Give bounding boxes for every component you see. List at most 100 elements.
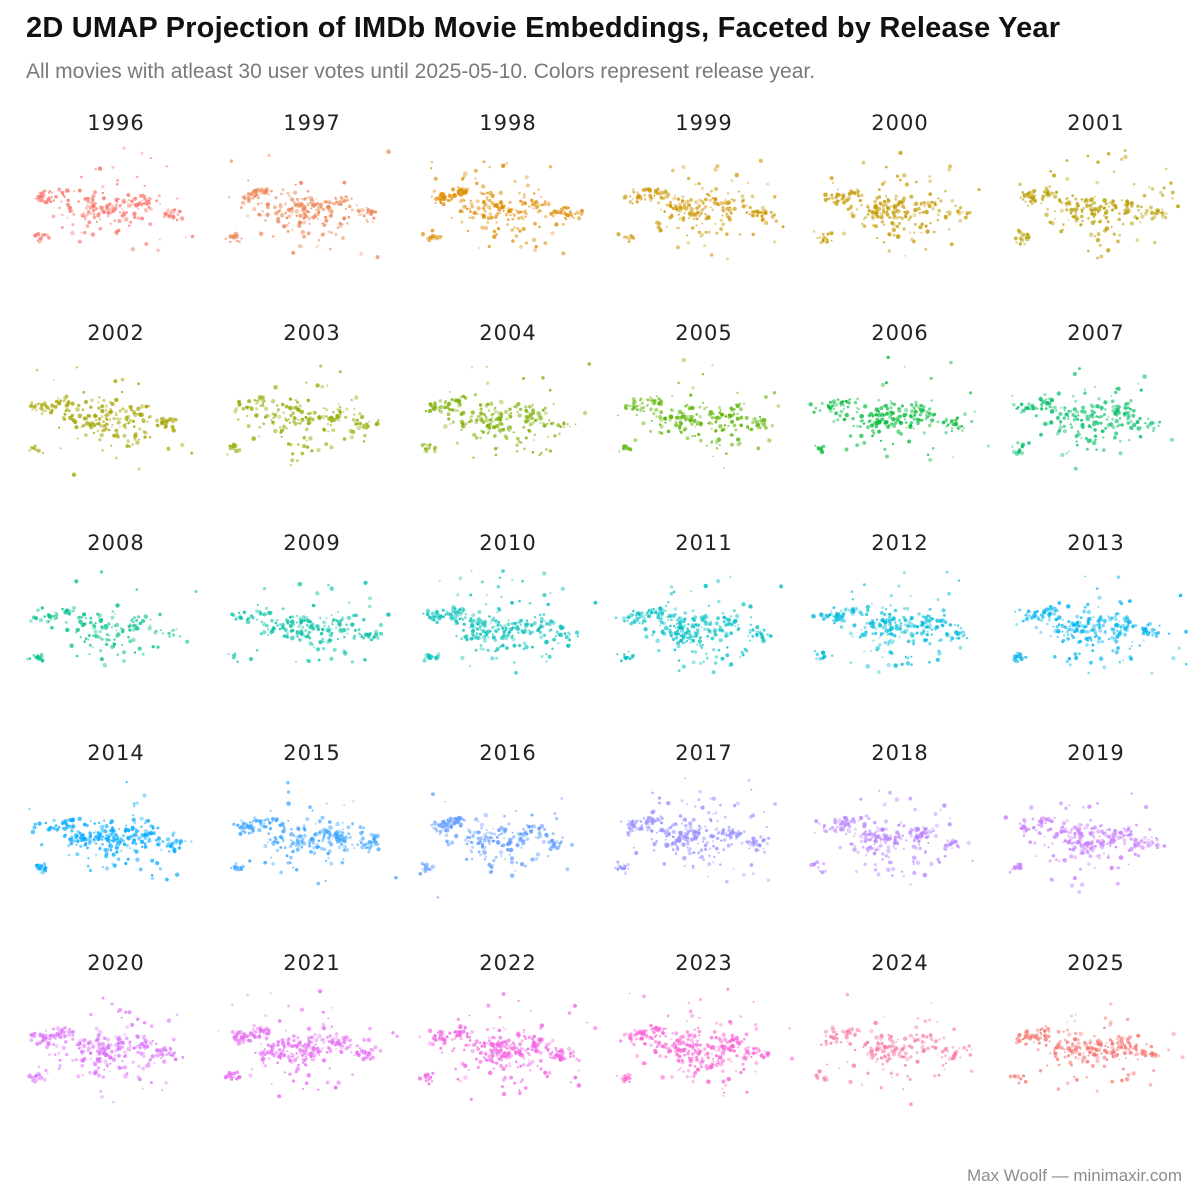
point-2012-268 (843, 608, 848, 612)
point-2005-47 (691, 435, 694, 438)
point-2007-211 (1115, 404, 1118, 408)
point-2007-183 (1048, 420, 1054, 425)
point-2001-244 (1072, 207, 1077, 212)
point-1997-235 (321, 207, 326, 212)
point-2013-183 (1021, 620, 1024, 623)
point-1996-210 (36, 239, 39, 242)
point-2001-253 (1098, 219, 1103, 224)
point-2006-131 (874, 407, 879, 412)
point-2004-118 (529, 421, 534, 426)
point-2011-255 (658, 606, 661, 610)
point-2002-242 (100, 415, 104, 418)
point-2010-32 (469, 636, 474, 641)
point-2006-3 (836, 398, 840, 401)
facet-plot-1998 (420, 160, 584, 256)
point-2013-134 (1026, 614, 1030, 618)
point-2001-182 (1110, 225, 1113, 228)
point-2000-123 (865, 216, 868, 219)
point-2009-115 (265, 624, 269, 628)
point-2003-41 (271, 412, 275, 416)
point-2015-59 (271, 820, 274, 823)
point-2004-119 (519, 407, 523, 411)
point-2013-1 (1087, 671, 1090, 675)
point-2015-40 (335, 821, 340, 827)
point-2002-76 (98, 396, 101, 399)
point-2002-50 (139, 404, 145, 409)
point-2008-51 (89, 616, 93, 620)
point-2009-121 (320, 632, 323, 636)
point-2002-236 (143, 431, 148, 435)
point-2014-280 (88, 831, 92, 835)
point-1998-61 (514, 234, 519, 238)
point-2002-210 (145, 420, 149, 424)
point-2000-41 (913, 231, 916, 234)
point-2001-201 (1125, 199, 1130, 204)
point-2007-116 (1014, 451, 1020, 456)
point-2000-239 (958, 218, 963, 223)
point-2011-21 (729, 622, 734, 627)
point-2013-137 (1110, 616, 1114, 620)
point-2015-104 (271, 861, 275, 866)
point-1996-134 (111, 204, 114, 207)
point-2001-122 (1066, 196, 1070, 200)
point-2010-275 (510, 622, 514, 625)
point-1997-107 (241, 200, 246, 206)
point-2014-285 (101, 842, 104, 846)
point-2011-72 (722, 620, 726, 624)
point-2002-79 (168, 417, 173, 422)
point-2007-221 (1099, 405, 1104, 410)
point-2005-22 (641, 421, 646, 426)
point-1998-239 (563, 216, 567, 220)
point-2013-197 (1158, 624, 1161, 627)
point-1999-46 (741, 204, 746, 209)
point-2009-75 (379, 631, 384, 636)
point-1999-216 (663, 210, 666, 213)
point-2011-81 (717, 599, 721, 604)
point-2014-254 (151, 826, 155, 830)
point-2004-54 (433, 402, 437, 406)
point-2001-233 (1030, 192, 1033, 196)
point-2004-93 (490, 413, 494, 417)
point-2002-140 (111, 423, 114, 426)
point-2010-160 (455, 621, 460, 625)
point-2012-0 (928, 623, 933, 627)
point-1998-78 (490, 201, 495, 205)
point-2014-5 (132, 814, 135, 817)
point-2002-200 (142, 430, 146, 434)
point-2014-45 (126, 843, 129, 846)
point-2004-136 (548, 388, 552, 392)
point-1998-219 (537, 188, 540, 191)
point-2010-207 (444, 611, 448, 615)
point-2010-125 (426, 653, 430, 657)
point-2010-280 (511, 578, 514, 581)
point-2009-31 (238, 611, 241, 614)
point-1998-142 (522, 218, 525, 221)
point-2012-196 (889, 604, 892, 607)
point-2010-9 (446, 610, 448, 613)
point-2013-219 (1029, 615, 1034, 620)
point-2001-79 (1102, 198, 1107, 203)
point-2010-286 (464, 634, 469, 638)
point-2003-187 (260, 404, 263, 407)
point-2010-46 (454, 612, 459, 618)
point-2011-176 (681, 632, 684, 635)
point-2012-107 (888, 632, 892, 636)
point-2003-176 (307, 412, 310, 416)
point-2014-289 (111, 852, 116, 857)
point-1997-194 (276, 219, 281, 224)
point-2004-198 (556, 423, 561, 428)
point-2003-119 (264, 406, 269, 411)
point-2008-163 (120, 628, 125, 632)
point-2013-93 (1035, 610, 1039, 613)
point-1998-272 (502, 209, 505, 213)
point-1997-205 (233, 231, 239, 237)
point-2014-202 (147, 840, 150, 843)
point-2001-100 (1060, 201, 1064, 205)
point-2004-148 (463, 396, 468, 400)
point-2012-237 (894, 621, 897, 624)
facet-plot-2007 (1011, 367, 1174, 471)
point-2006-62 (859, 413, 864, 419)
point-2008-147 (100, 618, 103, 621)
point-2010-142 (453, 607, 457, 610)
point-2002-121 (39, 402, 45, 407)
